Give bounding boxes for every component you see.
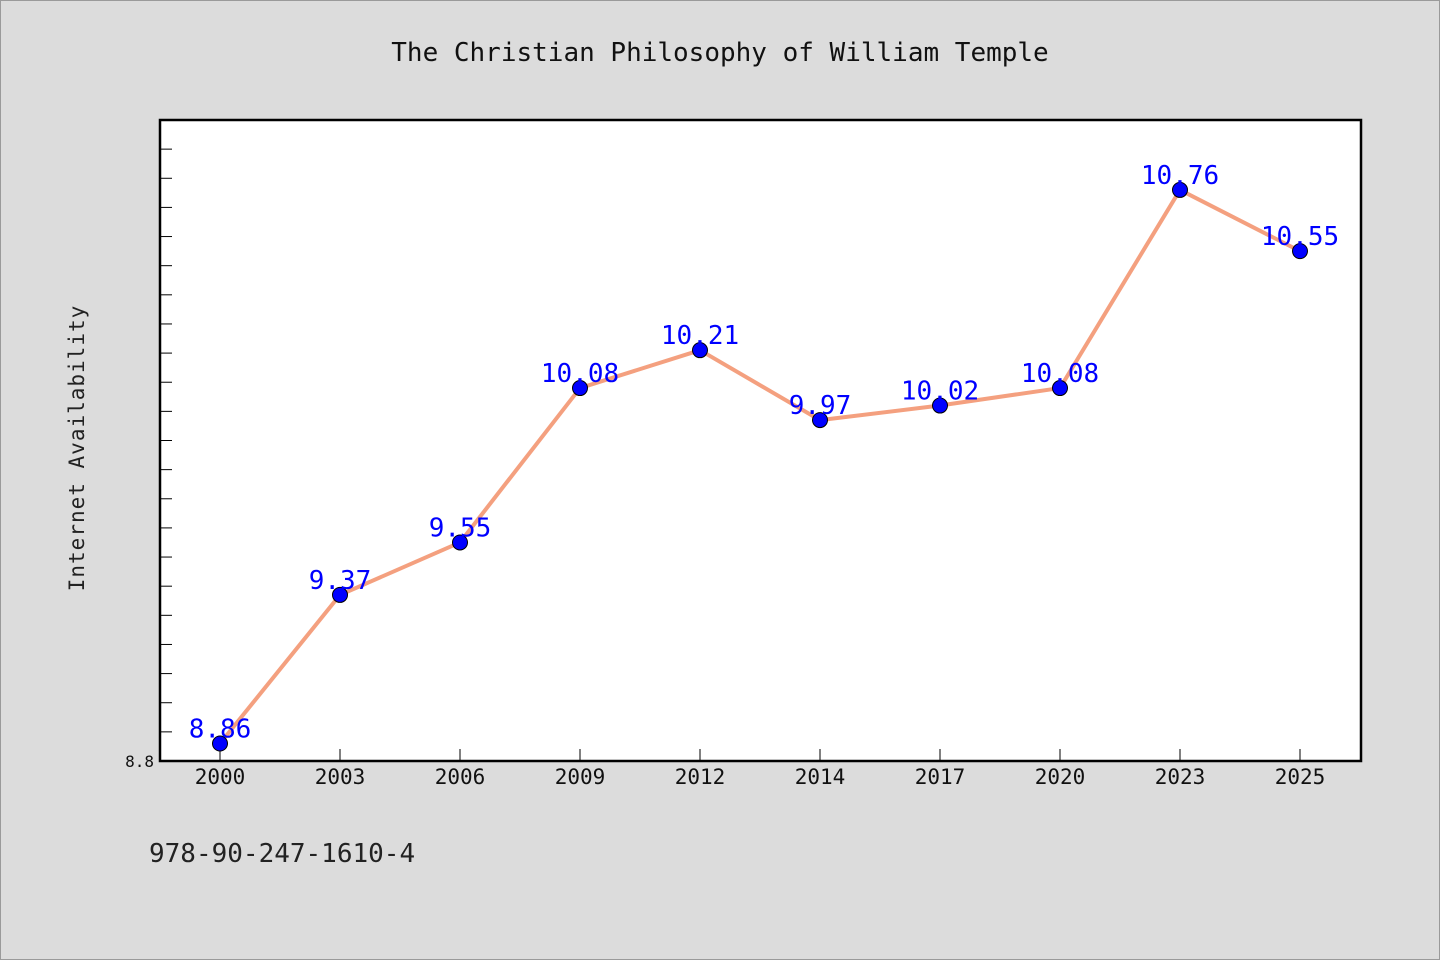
data-label: 8.86 [189,715,252,745]
plot-area [158,118,1363,763]
data-point [812,412,828,429]
data-label: 9.55 [429,513,492,543]
data-point [1052,380,1068,397]
x-tick-label: 2009 [555,765,606,789]
x-axis-ticks: 2000 2003 2006 2009 2012 2014 2017 2020 2023 2025 [195,749,1326,789]
data-point [692,342,708,359]
x-tick-label: 2025 [1275,765,1326,789]
data-label: 9.37 [309,566,372,596]
x-tick-label: 2012 [675,765,726,789]
x-tick-label: 2003 [315,765,366,789]
data-label: 10.76 [1141,161,1219,191]
chart-title: The Christian Philosophy of William Temp… [391,38,1048,68]
y-axis-label: Internet Availability [65,305,89,592]
data-point [932,397,948,414]
data-point [212,735,228,752]
data-label: 10.08 [1021,359,1099,389]
data-point [572,380,588,397]
data-point [452,534,468,551]
x-tick-label: 2020 [1035,765,1086,789]
data-label: 10.21 [661,321,739,351]
x-tick-label: 2014 [795,765,846,789]
series-group: 8.86 9.37 9.55 10.08 10.21 9.97 10.02 10.08 10.7… [189,161,1339,752]
y-axis-ticks: 8.8 [125,148,172,771]
x-tick-label: 2017 [915,765,966,789]
data-label: 9.97 [789,391,852,421]
data-label: 10.55 [1261,222,1339,252]
data-label: 10.02 [901,377,979,407]
x-tick-label: 2000 [195,765,246,789]
y-tick-label: 8.8 [125,752,154,771]
data-point [332,586,348,603]
footer-isbn: 978-90-247-1610-4 [149,839,415,869]
series-line [218,187,1301,745]
data-label: 10.08 [541,359,619,389]
x-tick-label: 2006 [435,765,486,789]
x-tick-label: 2023 [1155,765,1206,789]
data-point [1292,243,1308,260]
data-point [1172,181,1188,198]
